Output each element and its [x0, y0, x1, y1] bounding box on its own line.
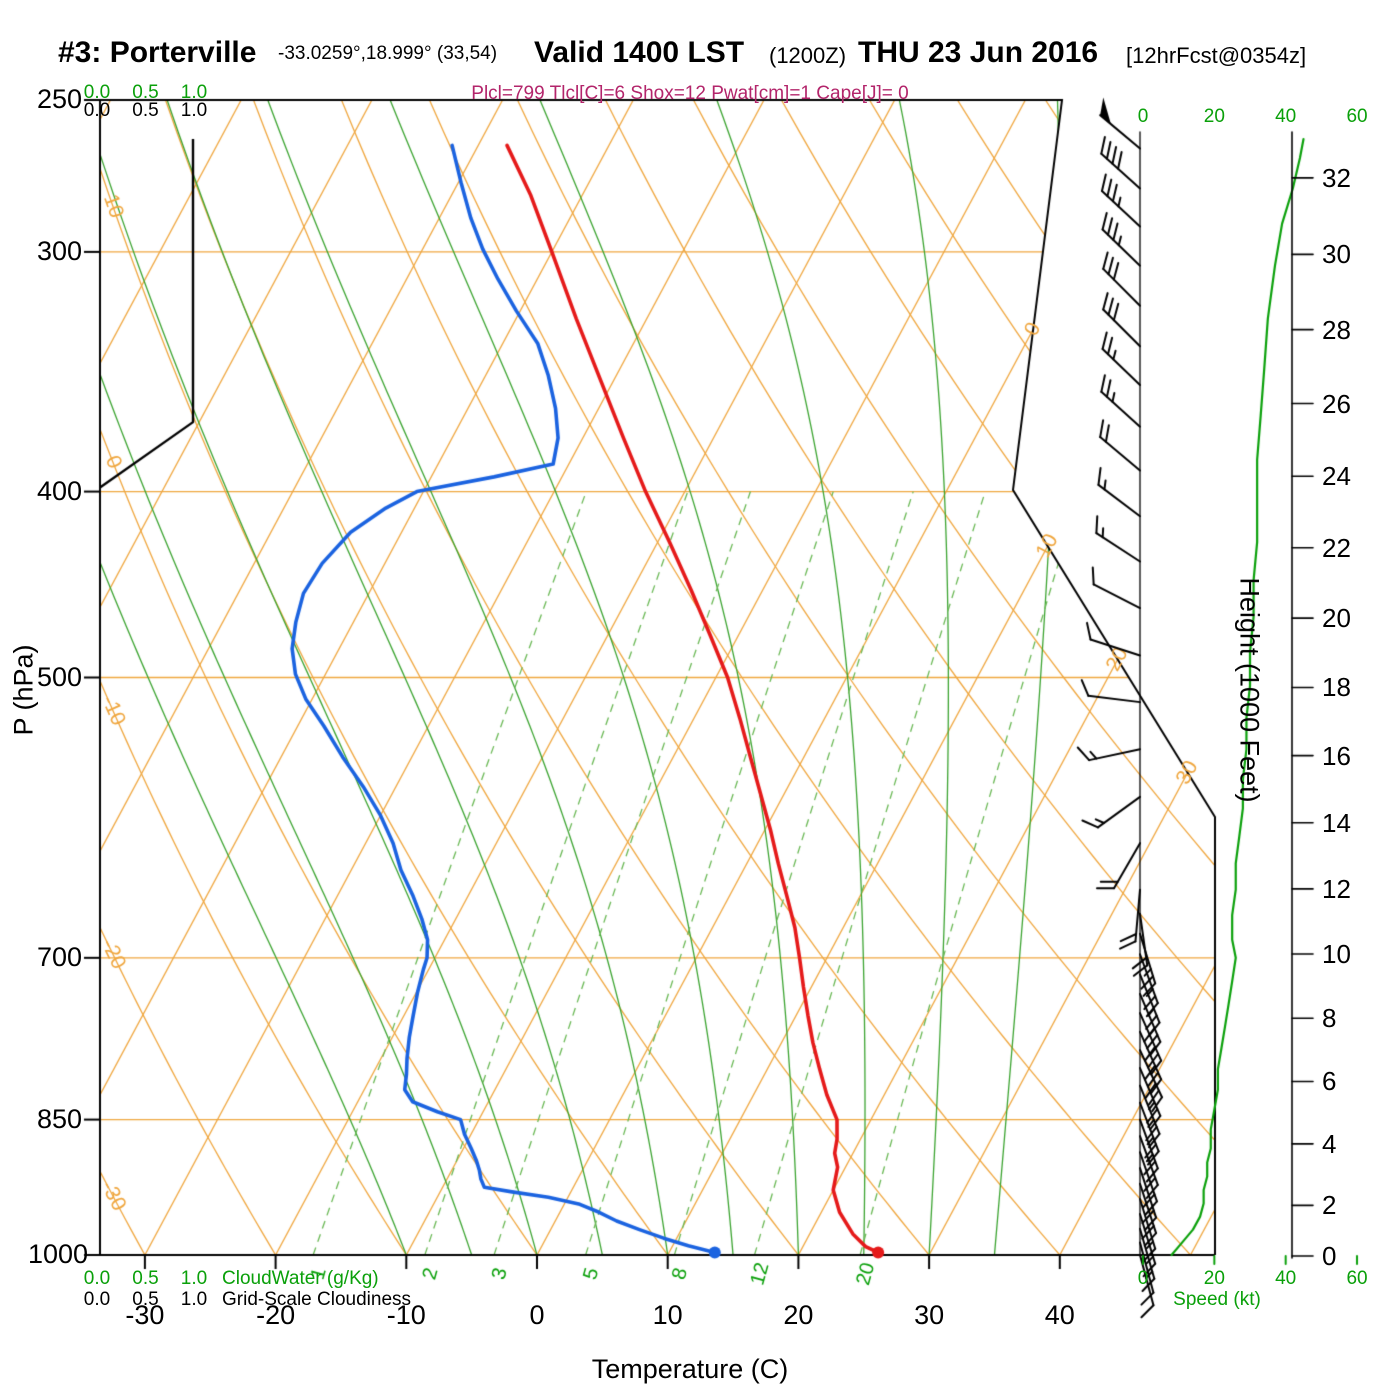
cloudiness-scale-bottom: 0.5	[132, 1289, 159, 1310]
speed-tick-label-bottom: 60	[1346, 1268, 1368, 1289]
height-axis-title: Height (1000 Feet)	[1234, 577, 1265, 803]
height-tick-label: 22	[1322, 532, 1351, 563]
cloudwater-scale-bottom: 0.0	[83, 1268, 111, 1289]
speed-axis-title: Speed (kt)	[1173, 1289, 1261, 1310]
temperature-tick-label: 10	[652, 1300, 683, 1330]
cloudiness-scale-bottom: 1.0	[180, 1289, 208, 1310]
pressure-tick-label: 400	[36, 475, 82, 506]
valid-zulu: (1200Z)	[769, 43, 847, 68]
speed-tick-label-bottom: 40	[1275, 1268, 1297, 1289]
temperature-tick-label: 40	[1044, 1300, 1075, 1330]
cloudwater-scale-top: 1.0	[180, 82, 208, 103]
temperature-tick-label: -30	[125, 1300, 165, 1330]
height-tick-label: 8	[1322, 1003, 1337, 1034]
pressure-tick-label: 300	[36, 235, 82, 266]
temperature-tick-label: 30	[914, 1300, 945, 1330]
height-tick-label: 4	[1322, 1128, 1337, 1159]
pressure-tick-label: 1000	[28, 1239, 89, 1269]
height-tick-label: 10	[1322, 939, 1351, 970]
temperature-tick-label: -20	[256, 1300, 296, 1330]
cloudwater-scale-bottom: 1.0	[180, 1268, 208, 1289]
height-tick-label: 32	[1322, 162, 1351, 193]
speed-tick-label-top: 20	[1203, 106, 1225, 127]
cloudiness-scale-top: 0.0	[83, 100, 111, 121]
height-tick-label: 24	[1322, 461, 1351, 492]
height-tick-label: 26	[1322, 388, 1351, 419]
cloudwater-scale-top: 0.5	[132, 82, 159, 103]
cloudwater-scale-bottom: 0.5	[132, 1268, 159, 1289]
height-tick-label: 20	[1322, 603, 1351, 634]
cloudiness-scale-top: 0.5	[132, 100, 159, 121]
stability-indices: Plcl=799 Tlcl[C]=6 Shox=12 Pwat[cm]=1 Ca…	[471, 83, 909, 104]
pressure-tick-label: 850	[36, 1103, 82, 1134]
temperature-tick-label: 0	[529, 1300, 545, 1330]
cloudiness-scale-top: 1.0	[180, 100, 208, 121]
station-coords: -33.0259°,18.999° (33,54)	[278, 43, 498, 64]
valid-date: THU 23 Jun 2016	[858, 36, 1099, 69]
pressure-tick-label: 700	[36, 941, 82, 972]
forecast-tag: [12hrFcst@0354z]	[1126, 43, 1307, 68]
temperature-tick-label: 20	[783, 1300, 814, 1330]
speed-tick-label-top: 60	[1346, 106, 1368, 127]
cloudiness-scale-bottom: 0.0	[83, 1289, 111, 1310]
speed-tick-label-bottom: 0	[1137, 1268, 1149, 1289]
speed-tick-label-bottom: 20	[1203, 1268, 1225, 1289]
valid-time: Valid 1400 LST	[534, 36, 745, 69]
height-tick-label: 2	[1322, 1190, 1337, 1221]
height-tick-label: 14	[1322, 807, 1351, 838]
speed-tick-label-top: 40	[1275, 106, 1297, 127]
height-tick-label: 6	[1322, 1066, 1337, 1097]
height-tick-label: 18	[1322, 672, 1351, 703]
height-tick-label: 0	[1322, 1241, 1337, 1271]
cloudwater-scale-top: 0.0	[83, 82, 111, 103]
station-title: #3: Porterville	[58, 36, 257, 69]
height-tick-label: 12	[1322, 873, 1351, 904]
height-tick-label: 30	[1322, 239, 1351, 270]
cloudwater-legend: CloudWater (g/Kg)	[222, 1268, 379, 1289]
temperature-tick-label: -10	[386, 1300, 426, 1330]
pressure-tick-label: 500	[36, 661, 82, 692]
height-tick-label: 16	[1322, 740, 1351, 771]
pressure-tick-label: 250	[36, 84, 82, 114]
temperature-axis-title: Temperature (C)	[591, 1354, 789, 1384]
speed-tick-label-top: 0	[1137, 106, 1149, 127]
height-tick-label: 28	[1322, 314, 1351, 345]
cloudiness-legend: Grid-Scale Cloudiness	[222, 1289, 412, 1310]
